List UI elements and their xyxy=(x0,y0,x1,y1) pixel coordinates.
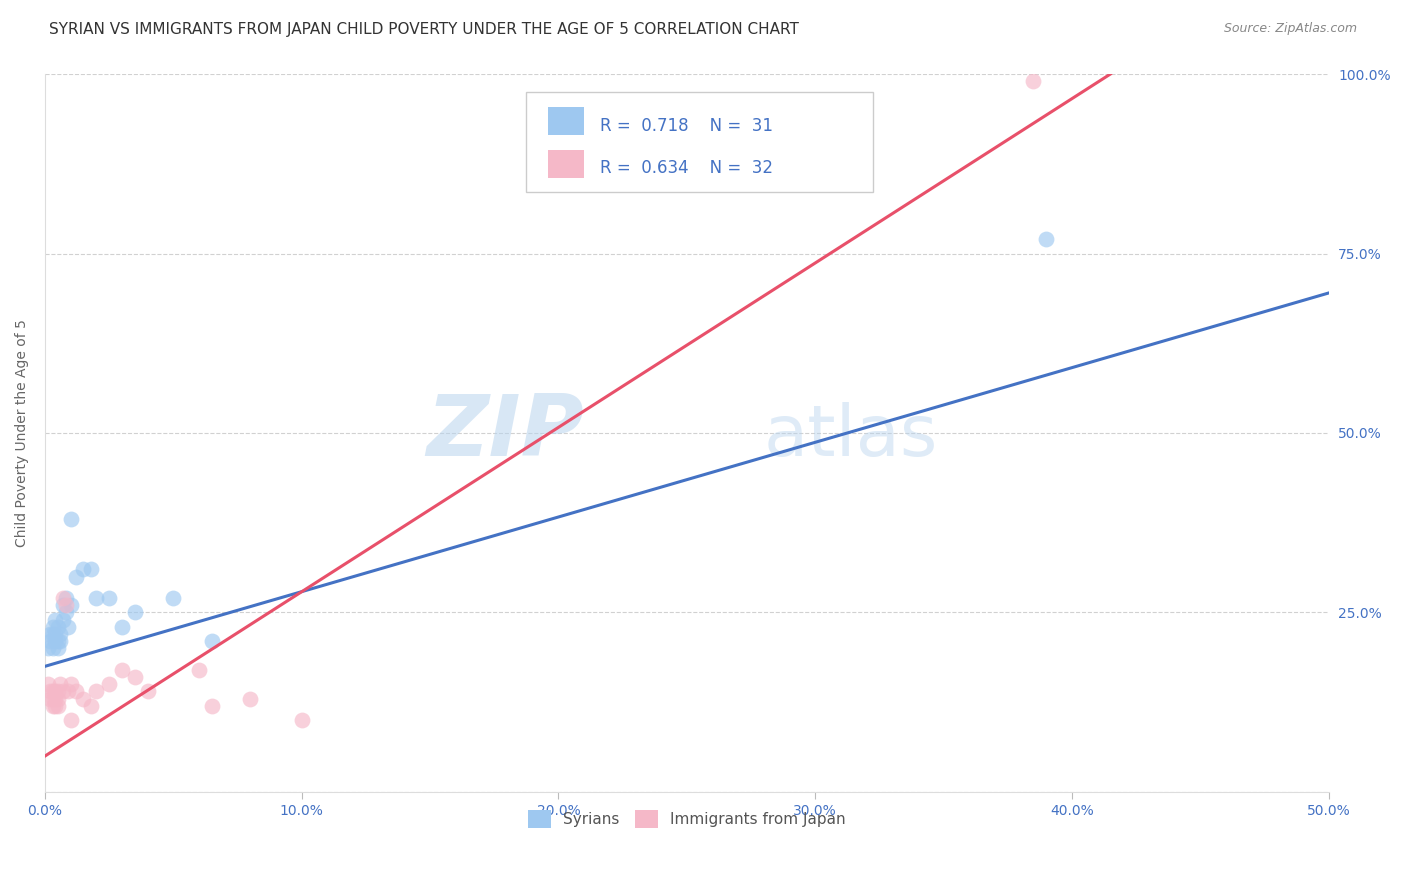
FancyBboxPatch shape xyxy=(526,92,873,193)
Point xyxy=(39,634,62,648)
Point xyxy=(41,684,63,698)
Point xyxy=(41,691,63,706)
Point xyxy=(65,569,87,583)
Point xyxy=(98,677,121,691)
Point xyxy=(49,627,72,641)
Point xyxy=(46,620,69,634)
Point xyxy=(98,591,121,606)
Point xyxy=(44,627,66,641)
Point xyxy=(56,620,79,634)
Point xyxy=(162,591,184,606)
Point xyxy=(188,663,211,677)
Point xyxy=(46,634,69,648)
Point xyxy=(46,698,69,713)
Point xyxy=(52,613,75,627)
Point xyxy=(65,684,87,698)
Point xyxy=(72,562,94,576)
Point xyxy=(49,634,72,648)
Point xyxy=(44,613,66,627)
Point xyxy=(201,698,224,713)
Point xyxy=(86,684,108,698)
Point xyxy=(49,677,72,691)
Point xyxy=(41,627,63,641)
Point xyxy=(59,677,82,691)
Text: SYRIAN VS IMMIGRANTS FROM JAPAN CHILD POVERTY UNDER THE AGE OF 5 CORRELATION CHA: SYRIAN VS IMMIGRANTS FROM JAPAN CHILD PO… xyxy=(49,22,799,37)
Point xyxy=(44,691,66,706)
Point xyxy=(291,713,314,727)
Point xyxy=(136,684,159,698)
Point xyxy=(52,599,75,613)
Text: R =  0.718    N =  31: R = 0.718 N = 31 xyxy=(599,118,772,136)
Point xyxy=(59,713,82,727)
Point xyxy=(124,670,146,684)
Point xyxy=(39,691,62,706)
Point xyxy=(86,591,108,606)
Point xyxy=(55,599,77,613)
Point xyxy=(52,591,75,606)
Point xyxy=(124,606,146,620)
Point xyxy=(239,691,262,706)
Text: atlas: atlas xyxy=(763,402,938,471)
Point xyxy=(41,641,63,656)
Point xyxy=(80,562,103,576)
Point xyxy=(1035,232,1057,246)
FancyBboxPatch shape xyxy=(548,107,583,135)
Y-axis label: Child Poverty Under the Age of 5: Child Poverty Under the Age of 5 xyxy=(15,319,30,547)
Point xyxy=(1022,74,1045,88)
FancyBboxPatch shape xyxy=(548,151,583,178)
Point xyxy=(37,641,59,656)
Point xyxy=(56,684,79,698)
Point xyxy=(39,684,62,698)
Point xyxy=(72,691,94,706)
Point xyxy=(41,698,63,713)
Point xyxy=(46,641,69,656)
Point xyxy=(46,691,69,706)
Point xyxy=(111,663,134,677)
Text: ZIP: ZIP xyxy=(426,392,583,475)
Point xyxy=(44,634,66,648)
Point xyxy=(39,627,62,641)
Point xyxy=(111,620,134,634)
Point xyxy=(55,591,77,606)
Point xyxy=(46,684,69,698)
Point xyxy=(44,698,66,713)
Point xyxy=(37,677,59,691)
Point xyxy=(59,599,82,613)
Point xyxy=(44,684,66,698)
Point xyxy=(201,634,224,648)
Text: Source: ZipAtlas.com: Source: ZipAtlas.com xyxy=(1223,22,1357,36)
Point xyxy=(41,620,63,634)
Point xyxy=(55,606,77,620)
Point xyxy=(80,698,103,713)
Text: R =  0.634    N =  32: R = 0.634 N = 32 xyxy=(599,160,772,178)
Point xyxy=(52,684,75,698)
Legend: Syrians, Immigrants from Japan: Syrians, Immigrants from Japan xyxy=(522,804,852,835)
Point xyxy=(59,512,82,526)
